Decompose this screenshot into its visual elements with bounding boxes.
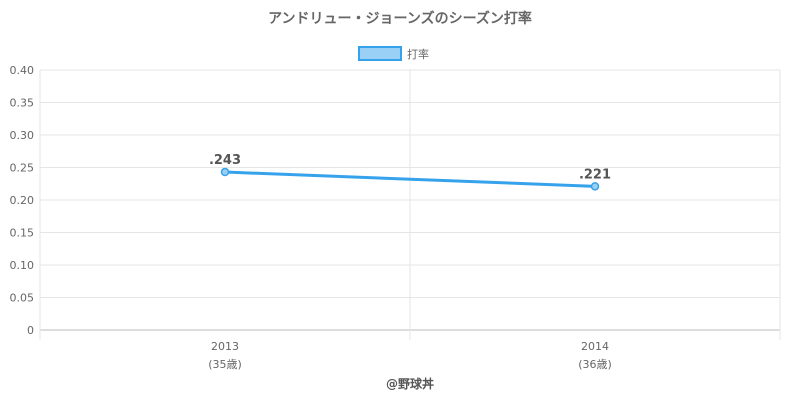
- y-tick-label: 0.20: [10, 194, 35, 207]
- grid: [39, 69, 781, 340]
- y-tick-label: 0.40: [10, 64, 35, 77]
- y-tick-label: 0: [27, 324, 34, 337]
- y-tick-label: 0.25: [10, 162, 35, 175]
- y-axis: 0 0.05 0.10 0.15 0.20 0.25 0.30 0.35 0.40: [10, 64, 35, 337]
- y-tick-label: 0.30: [10, 129, 35, 142]
- y-tick-label: 0.05: [10, 292, 35, 305]
- data-label: .243: [209, 153, 241, 168]
- x-tick-sublabel: (36歳): [578, 358, 612, 371]
- series-batting-average: .243 .221: [209, 153, 611, 191]
- x-tick-sublabel: (35歳): [208, 358, 242, 371]
- footer-credit: @野球丼: [386, 376, 434, 391]
- y-tick-label: 0.35: [10, 97, 35, 110]
- y-tick-label: 0.10: [10, 259, 35, 272]
- data-label: .221: [579, 167, 611, 182]
- x-axis: 2013 (35歳) 2014 (36歳): [208, 340, 612, 371]
- x-tick-label: 2013: [211, 340, 239, 353]
- legend-swatch: [358, 46, 402, 61]
- chart-title: アンドリュー・ジョーンズのシーズン打率: [268, 10, 532, 27]
- y-tick-label: 0.15: [10, 227, 35, 240]
- legend[interactable]: 打率: [358, 46, 429, 61]
- x-tick-label: 2014: [581, 340, 609, 353]
- data-point: [590, 182, 600, 191]
- series-line: [224, 170, 596, 188]
- data-point: [220, 167, 230, 177]
- legend-label: 打率: [407, 47, 429, 61]
